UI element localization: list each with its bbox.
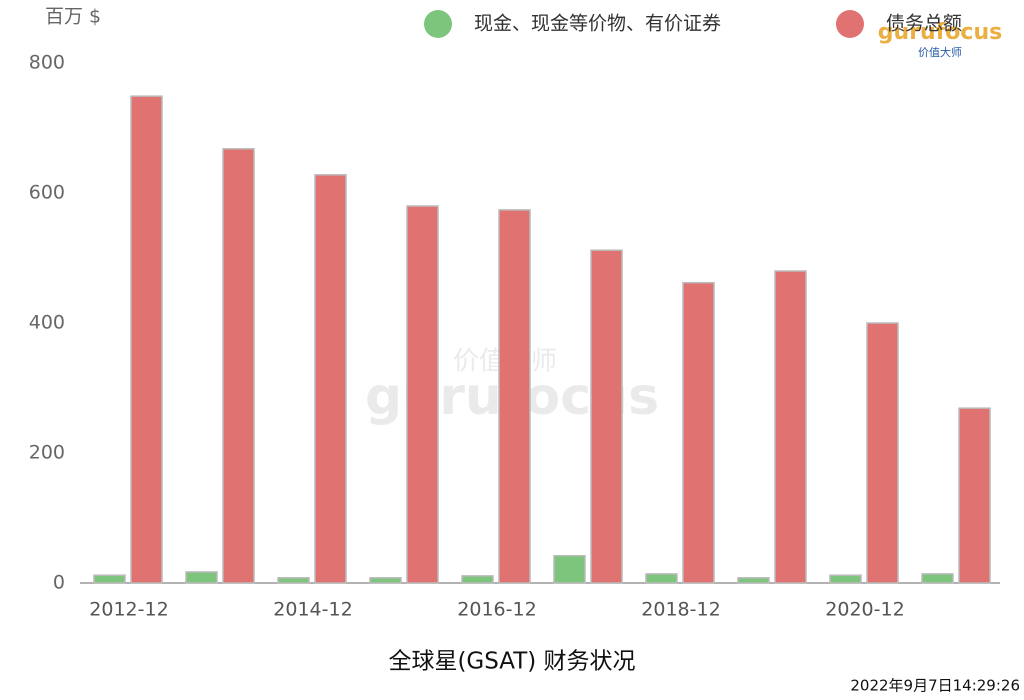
bar	[130, 95, 163, 584]
bar	[277, 577, 310, 584]
logo-sub: 价值大师	[918, 45, 962, 59]
bar	[314, 174, 347, 584]
bar	[737, 577, 770, 584]
bar	[553, 554, 586, 584]
legend-label: 债务总额	[886, 13, 962, 35]
legend-marker	[424, 10, 452, 38]
bar	[498, 209, 531, 584]
bar	[222, 148, 255, 584]
y-tick-label: 400	[29, 312, 65, 334]
y-tick-label: 200	[29, 442, 65, 464]
bar	[93, 574, 126, 584]
bar	[645, 573, 678, 584]
bar	[369, 577, 402, 584]
legend-marker	[836, 10, 864, 38]
x-tick-label: 2012-12	[89, 599, 168, 621]
bar	[406, 205, 439, 584]
bar	[829, 574, 862, 584]
x-tick-label: 2020-12	[825, 599, 904, 621]
legend-label: 现金、现金等价物、有价证券	[474, 13, 721, 35]
bar	[461, 575, 494, 584]
bar	[682, 281, 715, 584]
bar	[185, 571, 218, 584]
x-tick-label: 2018-12	[641, 599, 720, 621]
y-tick-label: 0	[53, 572, 65, 594]
y-unit: 百万 $	[45, 6, 101, 28]
logo: gurufocus	[878, 20, 1002, 45]
bar	[774, 270, 807, 584]
bar	[921, 573, 954, 584]
x-tick-label: 2014-12	[273, 599, 352, 621]
bar	[866, 322, 899, 584]
bar	[590, 249, 623, 584]
chart-title: 全球星(GSAT) 财务状况	[388, 649, 635, 675]
timestamp: 2022年9月7日14:29:26	[850, 677, 1020, 695]
y-tick-label: 600	[29, 182, 65, 204]
x-tick-label: 2016-12	[457, 599, 536, 621]
bar	[958, 407, 991, 584]
y-tick-label: 800	[29, 52, 65, 74]
